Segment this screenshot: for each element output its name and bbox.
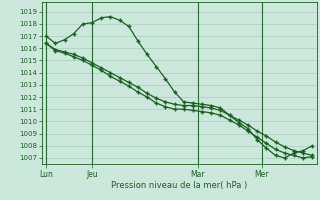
X-axis label: Pression niveau de la mer( hPa ): Pression niveau de la mer( hPa ): [111, 181, 247, 190]
